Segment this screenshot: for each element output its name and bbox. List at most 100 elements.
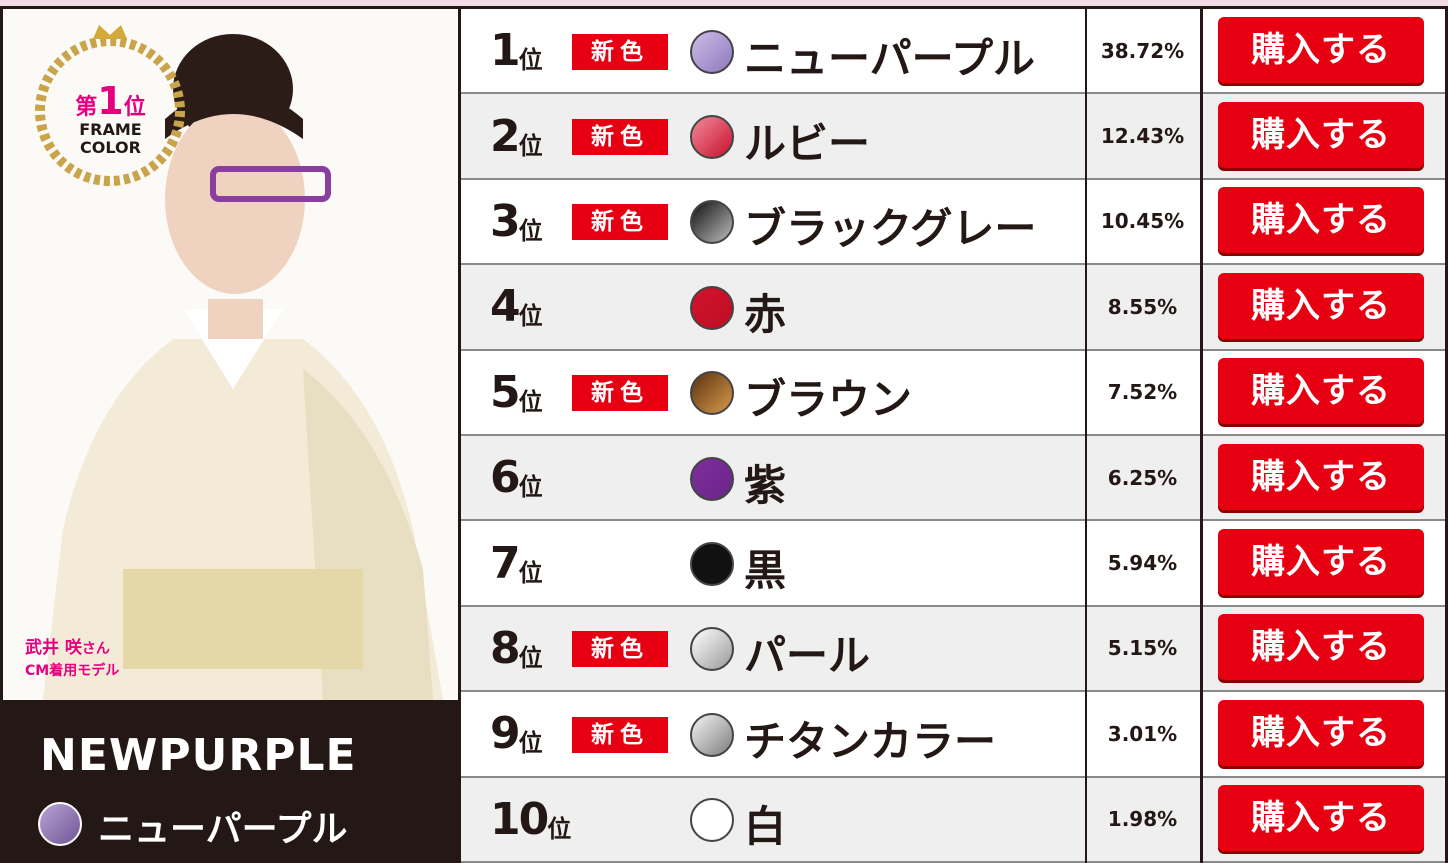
rank-suffix: 位 [518, 643, 543, 672]
rank-suffix: 位 [518, 473, 543, 502]
rank-number: 5 [490, 366, 521, 418]
rank-suffix: 位 [518, 729, 543, 758]
color-swatch [690, 798, 734, 843]
ranking-row: 2 位新色 ルビー 12.43% 購入する [460, 94, 1448, 180]
rank-number: 4 [490, 281, 521, 333]
buy-button[interactable]: 購入する [1218, 614, 1424, 681]
rank-number: 7 [490, 537, 521, 589]
award-line: COLOR [80, 138, 141, 157]
new-color-badge: 新色 [572, 375, 668, 412]
color-swatch [690, 285, 734, 330]
buy-button[interactable]: 購入する [1218, 699, 1424, 766]
buy-button[interactable]: 購入する [1218, 785, 1424, 852]
new-color-badge: 新色 [572, 119, 668, 156]
award-rank: 第1位 [23, 79, 198, 123]
award-label: FRAME COLOR [23, 121, 198, 157]
rank-number: 10 [490, 793, 549, 845]
color-swatch [690, 627, 734, 672]
buy-button[interactable]: 購入する [1218, 102, 1424, 169]
top-strip [0, 0, 1448, 9]
column-rule [1085, 9, 1087, 863]
color-name: ブラックグレー [744, 204, 1037, 254]
share-percent: 12.43% [1100, 124, 1185, 149]
share-percent: 8.55% [1107, 294, 1178, 319]
buy-button[interactable]: 購入する [1218, 358, 1424, 425]
ranking-row: 4 位 赤 8.55% 購入する [460, 265, 1448, 351]
buy-button[interactable]: 購入する [1218, 272, 1424, 339]
featured-swatch [38, 802, 82, 846]
obi [123, 569, 363, 669]
column-rule [1200, 9, 1203, 863]
rank-number: 8 [490, 622, 521, 674]
share-percent: 6.25% [1107, 465, 1178, 490]
rank-number: 9 [490, 708, 521, 760]
award-prefix: 第 [75, 95, 98, 120]
buy-button[interactable]: 購入する [1218, 443, 1424, 510]
share-percent: 1.98% [1107, 807, 1178, 832]
share-percent: 3.01% [1107, 721, 1178, 746]
color-swatch [690, 200, 734, 245]
new-color-badge: 新色 [572, 33, 668, 70]
rank-suffix: 位 [518, 302, 543, 331]
ranking-row: 1 位新色 ニューパープル 38.72% 購入する [460, 9, 1448, 95]
color-name: 紫 [744, 460, 787, 510]
ranking-row: 5 位新色 ブラウン 7.52% 購入する [460, 350, 1448, 436]
ranking-row: 10 位 白 1.98% 購入する [460, 777, 1448, 863]
hair-front [165, 89, 303, 139]
color-swatch [690, 456, 734, 501]
featured-name-en: NEWPURPLE [40, 730, 357, 781]
model-name: 武井 咲 [25, 638, 82, 658]
rank-number: 6 [490, 452, 521, 504]
model-honorific: さん [81, 641, 110, 657]
neck [208, 299, 263, 339]
laurel [35, 36, 185, 186]
color-name: ニューパープル [744, 33, 1036, 83]
column-rule [1445, 9, 1448, 863]
share-percent: 10.45% [1100, 209, 1185, 234]
rank-number: 3 [490, 195, 521, 247]
award-number: 1 [97, 79, 124, 123]
featured-name-jp: ニューパープル [98, 809, 348, 850]
share-percent: 5.94% [1107, 551, 1178, 576]
rank-suffix: 位 [518, 131, 543, 160]
featured-panel: NEWPURPLE ニューパープル [0, 700, 460, 863]
glasses [210, 166, 331, 202]
rank-suffix: 位 [518, 387, 543, 416]
color-name: 黒 [744, 546, 787, 596]
new-color-badge: 新色 [572, 631, 668, 668]
color-name: パール [744, 631, 871, 681]
rank-suffix: 位 [518, 558, 543, 587]
new-color-badge: 新色 [572, 204, 668, 241]
rank: 10 位 [490, 778, 571, 861]
rank-number: 1 [490, 25, 521, 77]
new-color-badge: 新色 [572, 716, 668, 753]
model-caption: 武井 咲さん CM着用モデル [25, 637, 119, 682]
crown [93, 25, 127, 39]
photo-panel: 第1位 FRAME COLOR 武井 咲さん CM着用モデル [0, 9, 460, 700]
color-swatch [690, 371, 734, 416]
color-swatch [690, 542, 734, 587]
share-percent: 5.15% [1107, 636, 1178, 661]
buy-button[interactable]: 購入する [1218, 16, 1424, 83]
ranking-row: 6 位 紫 6.25% 購入する [460, 436, 1448, 522]
ranking-row: 3 位新色 ブラックグレー 10.45% 購入する [460, 179, 1448, 266]
color-name: チタンカラー [744, 716, 997, 766]
ranking-row: 7 位 黒 5.94% 購入する [460, 521, 1448, 607]
model-role: CM着用モデル [25, 663, 120, 679]
ranking-row: 9 位新色 チタンカラー 3.01% 購入する [460, 692, 1448, 778]
buy-button[interactable]: 購入する [1218, 187, 1424, 254]
award-line: FRAME [79, 120, 142, 139]
buy-button[interactable]: 購入する [1218, 529, 1424, 596]
rank-number: 2 [490, 110, 521, 162]
column-rule [458, 9, 461, 863]
rank-suffix: 位 [547, 814, 572, 843]
color-swatch [690, 29, 734, 74]
rank-suffix: 位 [518, 216, 543, 245]
color-name: 白 [744, 802, 787, 852]
